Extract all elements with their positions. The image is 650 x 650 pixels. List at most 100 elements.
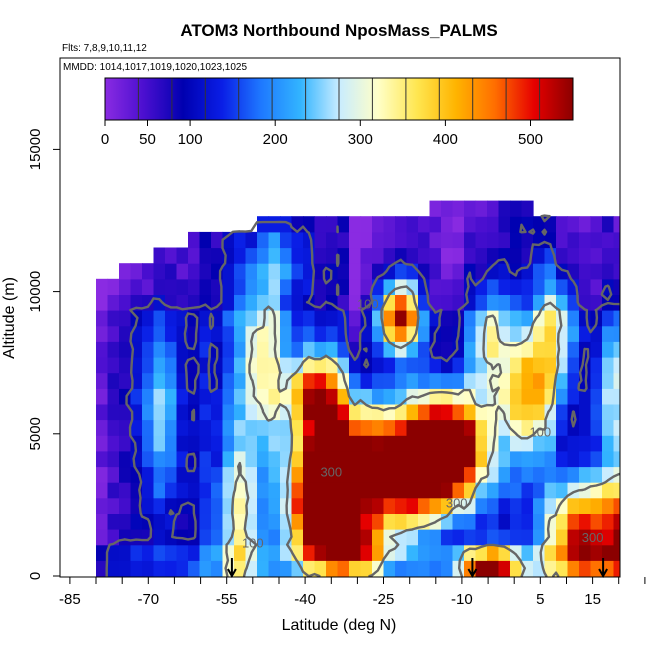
heatmap-cell	[165, 341, 178, 358]
heatmap-cell	[521, 419, 534, 436]
heatmap-cell	[372, 497, 385, 514]
heatmap-cell	[142, 388, 155, 405]
heatmap-cell	[441, 200, 454, 217]
heatmap-cell	[383, 372, 396, 389]
heatmap-cell	[199, 419, 212, 436]
heatmap-cell	[383, 263, 396, 280]
heatmap-cell	[510, 216, 523, 233]
heatmap-cell	[337, 435, 350, 452]
heatmap-cell	[119, 544, 132, 561]
heatmap-cell	[130, 357, 143, 374]
heatmap-cell	[268, 216, 281, 233]
heatmap-cell	[383, 450, 396, 468]
heatmap-cell	[441, 294, 454, 311]
heatmap-cell	[579, 513, 592, 530]
heatmap-cell	[360, 560, 373, 577]
heatmap-cell	[613, 263, 620, 280]
heatmap-cell	[533, 529, 546, 546]
heatmap-cell	[188, 482, 201, 499]
heatmap-cell	[96, 482, 109, 499]
heatmap-cell	[510, 231, 523, 249]
heatmap-cell	[337, 341, 350, 358]
heatmap-cell	[613, 497, 620, 514]
heatmap-cell	[222, 278, 235, 295]
heatmap-cell	[153, 278, 166, 295]
heatmap-cell	[395, 294, 408, 311]
heatmap-cell	[314, 560, 327, 577]
heatmap-cell	[337, 216, 350, 233]
heatmap-cell	[510, 278, 523, 295]
heatmap-cell	[153, 388, 166, 405]
heatmap-cell	[521, 200, 534, 217]
heatmap-cell	[625, 294, 637, 310]
heatmap-cell	[349, 231, 362, 249]
heatmap-cell	[372, 372, 385, 389]
heatmap-cell	[590, 544, 603, 561]
heatmap-cell	[406, 341, 419, 358]
heatmap-cell	[257, 357, 270, 374]
heatmap-cell	[349, 560, 362, 577]
heatmap-cell	[96, 513, 109, 530]
heatmap-cell	[211, 497, 224, 514]
heatmap-cell	[360, 544, 373, 561]
heatmap-cell	[326, 325, 339, 342]
heatmap-cell	[280, 263, 293, 280]
heatmap-cell	[487, 247, 500, 264]
heatmap-cell	[360, 435, 373, 452]
heatmap-cell	[291, 231, 304, 249]
heatmap-cell	[429, 278, 442, 295]
heatmap-cell	[602, 310, 615, 327]
heatmap-cell	[487, 200, 500, 217]
heatmap-cell	[487, 513, 500, 530]
x-tick-label: -40	[294, 591, 316, 608]
heatmap-cell	[579, 419, 592, 436]
heatmap-cell	[257, 294, 270, 311]
heatmap-cell	[602, 388, 615, 405]
heatmap-cell	[211, 435, 224, 452]
heatmap-cell	[153, 419, 166, 436]
heatmap-cell	[314, 450, 327, 468]
heatmap-cell	[119, 560, 132, 577]
heatmap-cell	[383, 231, 396, 249]
heatmap-cell	[349, 466, 362, 483]
heatmap-cell	[153, 482, 166, 499]
heatmap-cell	[637, 435, 649, 451]
heatmap-cell	[291, 278, 304, 295]
heatmap-cell	[418, 325, 431, 342]
heatmap-cell	[360, 372, 373, 389]
heatmap-cell	[326, 247, 339, 264]
heatmap-cell	[510, 482, 523, 499]
heatmap-cell	[498, 435, 511, 452]
heatmap-cell	[567, 560, 580, 577]
heatmap-cell	[303, 403, 316, 421]
heatmap-cell	[360, 450, 373, 468]
heatmap-cell	[360, 388, 373, 405]
heatmap-cell	[211, 419, 224, 436]
heatmap-cell	[107, 419, 120, 436]
heatmap-cell	[533, 294, 546, 311]
heatmap-cell	[406, 482, 419, 499]
heatmap-cell	[613, 513, 620, 530]
heatmap-cell	[613, 529, 620, 546]
heatmap-cell	[418, 341, 431, 358]
heatmap-cell	[337, 529, 350, 546]
heatmap-cell	[314, 216, 327, 233]
heatmap-cell	[521, 497, 534, 514]
heatmap-cell	[625, 404, 637, 420]
heatmap-cell	[303, 466, 316, 483]
heatmap-cell	[637, 248, 649, 264]
heatmap-cell	[268, 513, 281, 530]
heatmap-cell	[119, 372, 132, 389]
heatmap-cell	[372, 231, 385, 249]
heatmap-cell	[395, 560, 408, 577]
heatmap-cell	[625, 263, 637, 279]
y-tick-label: 5000	[27, 417, 44, 450]
heatmap-cell	[153, 263, 166, 280]
heatmap-cell	[176, 544, 189, 561]
heatmap-cell	[521, 482, 534, 499]
heatmap-cell	[510, 403, 523, 421]
heatmap-cell	[165, 357, 178, 374]
heatmap-cell	[441, 231, 454, 249]
colorbar-tick-label: 200	[263, 131, 288, 148]
